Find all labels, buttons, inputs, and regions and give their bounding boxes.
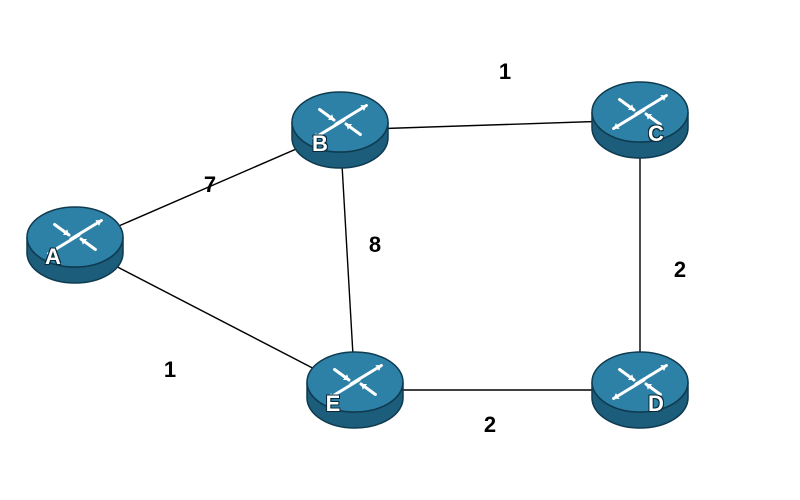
router-B — [290, 90, 390, 170]
router-icon — [305, 350, 405, 430]
router-icon — [25, 205, 125, 285]
router-E — [305, 350, 405, 430]
network-diagram: ABCDE711822 — [0, 0, 800, 500]
router-C — [590, 80, 690, 160]
router-icon — [590, 80, 690, 160]
router-D — [590, 350, 690, 430]
router-icon — [590, 350, 690, 430]
router-A — [25, 205, 125, 285]
router-icon — [290, 90, 390, 170]
